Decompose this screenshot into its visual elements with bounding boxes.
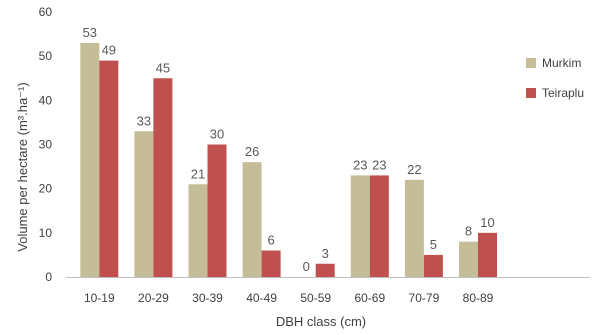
y-tick-label: 30	[39, 138, 53, 152]
legend-label-murkim: Murkim	[542, 56, 581, 70]
bar-murkim-20-29	[134, 131, 154, 277]
data-label: 6	[267, 233, 274, 248]
bar-murkim-30-39	[188, 184, 208, 277]
bar-teiraplu-50-59	[315, 263, 335, 277]
data-label: 10	[480, 215, 494, 230]
bar-teiraplu-80-89	[478, 232, 497, 277]
y-tick-label: 20	[39, 182, 53, 196]
y-tick-label: 0	[45, 270, 52, 284]
x-tick-label: 50-59	[300, 291, 331, 305]
x-tick-label: 30-39	[192, 291, 223, 305]
bar-murkim-10-19	[80, 42, 100, 277]
x-axis-title: DBH class (cm)	[276, 314, 366, 329]
data-label: 45	[156, 60, 170, 75]
legend-label-teiraplu: Teiraplu	[542, 86, 584, 100]
legend-swatch-murkim	[526, 58, 536, 68]
data-label: 3	[322, 246, 329, 261]
data-label: 53	[83, 25, 97, 40]
data-label: 26	[245, 144, 259, 159]
x-tick-label: 60-69	[354, 291, 385, 305]
y-tick-label: 40	[39, 93, 53, 107]
x-tick-label: 70-79	[409, 291, 440, 305]
data-label: 0	[303, 259, 310, 274]
bar-murkim-70-79	[404, 179, 424, 277]
bar-teiraplu-20-29	[153, 78, 173, 277]
data-label: 21	[191, 166, 205, 181]
data-label: 23	[353, 157, 367, 172]
bar-murkim-60-69	[350, 175, 370, 277]
bar-teiraplu-70-79	[423, 254, 443, 277]
x-tick-label: 10-19	[84, 291, 115, 305]
bar-teiraplu-40-49	[261, 250, 281, 277]
y-axis-ticks: 0 10 20 30 40 50 60	[39, 5, 53, 284]
data-label: 49	[102, 43, 116, 58]
data-label: 5	[430, 237, 437, 252]
x-tick-label: 20-29	[138, 291, 169, 305]
data-label: 30	[210, 127, 224, 142]
x-axis-ticks: 10-19 20-29 30-39 40-49 50-59 60-69 70-79 80-89	[84, 291, 494, 305]
y-tick-label: 10	[39, 226, 53, 240]
bar-teiraplu-10-19	[99, 60, 119, 278]
x-tick-label: 80-89	[463, 291, 494, 305]
bar-teiraplu-30-39	[207, 144, 227, 277]
bar-teiraplu-60-69	[369, 175, 389, 277]
y-axis-title: Volume per hectare (m³.ha⁻¹)	[15, 82, 30, 251]
x-tick-label: 40-49	[246, 291, 277, 305]
y-tick-label: 60	[39, 5, 53, 19]
data-labels: 53 49 33 45 21 30 26 6 03 23 23 22 5 8 10	[83, 25, 495, 274]
bar-murkim-40-49	[242, 162, 262, 277]
data-label: 33	[137, 113, 151, 128]
data-label: 22	[407, 162, 421, 177]
legend-swatch-teiraplu	[526, 88, 536, 98]
data-label: 8	[465, 224, 472, 239]
bar-murkim-80-89	[459, 241, 478, 277]
data-label: 23	[372, 157, 386, 172]
legend: Murkim Teiraplu	[526, 56, 584, 100]
bars	[80, 42, 497, 278]
y-tick-label: 50	[39, 49, 53, 63]
